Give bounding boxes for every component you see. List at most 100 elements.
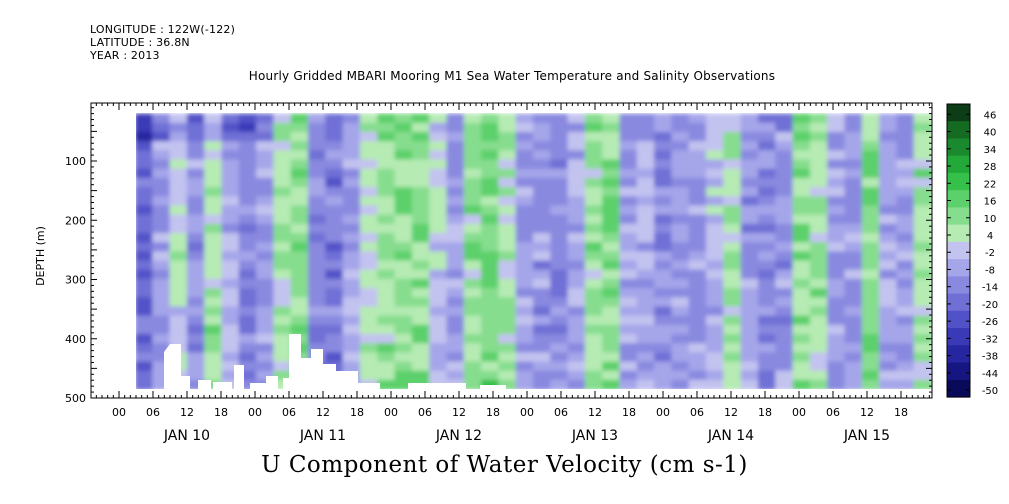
x-tick-label: 06 — [554, 406, 568, 419]
heatmap-cell — [446, 233, 466, 244]
heatmap-cell — [152, 177, 172, 189]
heatmap-cell — [688, 361, 708, 372]
heatmap-cell — [688, 205, 708, 216]
heatmap-cell — [654, 168, 674, 179]
heatmap-cell — [758, 306, 778, 317]
heatmap-cell — [619, 177, 639, 189]
heatmap-cell — [827, 187, 847, 198]
heatmap-cell — [377, 370, 397, 381]
heatmap-cell — [533, 214, 553, 225]
heatmap-cell — [879, 132, 899, 143]
heatmap-cell — [533, 324, 553, 335]
heatmap-cell — [429, 288, 449, 299]
heatmap-cell — [723, 141, 743, 152]
heatmap-cell — [809, 177, 830, 189]
heatmap-cell — [186, 233, 207, 244]
heatmap-cell — [186, 159, 207, 170]
heatmap-cell — [758, 159, 778, 170]
heatmap-cell — [204, 196, 224, 207]
heatmap-cell — [186, 352, 207, 363]
heatmap-cell — [861, 269, 882, 280]
heatmap-cell — [256, 122, 276, 133]
heatmap-cell — [550, 343, 570, 354]
heatmap-cell — [706, 177, 726, 189]
heatmap-cell — [256, 242, 276, 253]
heatmap-cell — [827, 168, 847, 179]
heatmap-cell — [636, 288, 657, 299]
heatmap-cell — [844, 122, 864, 133]
heatmap-cell — [136, 251, 155, 262]
heatmap-cell — [515, 150, 535, 161]
heatmap-cell — [706, 315, 726, 326]
heatmap-cell — [861, 214, 882, 225]
heatmap-cell — [152, 297, 172, 308]
heatmap-cell — [325, 297, 345, 308]
heatmap-cell — [342, 324, 362, 335]
heatmap-cell — [136, 315, 155, 326]
heatmap-cell — [308, 306, 328, 317]
heatmap-cell — [723, 343, 743, 354]
heatmap-cell — [169, 334, 189, 345]
heatmap-cell — [861, 177, 882, 189]
heatmap-cell — [706, 223, 726, 234]
heatmap-cell — [446, 113, 466, 124]
heatmap-cell — [671, 150, 691, 161]
heatmap-cell — [533, 297, 553, 308]
heatmap-cell — [758, 324, 778, 335]
heatmap-cell — [481, 278, 501, 290]
heatmap-cell — [584, 122, 605, 133]
heatmap-cell — [481, 214, 501, 225]
heatmap-cell — [723, 168, 743, 179]
heatmap-cell — [602, 379, 622, 389]
heatmap-cell — [740, 168, 760, 179]
heatmap-cell — [411, 343, 432, 354]
heatmap-cell — [740, 278, 760, 290]
heatmap-cell — [688, 334, 708, 345]
heatmap-cell — [360, 278, 380, 290]
heatmap-cell — [896, 150, 916, 161]
heatmap-cell — [809, 278, 830, 290]
heatmap-cell — [221, 297, 241, 308]
heatmap-cell — [896, 343, 916, 354]
heatmap-cell — [169, 187, 189, 198]
heatmap-cell — [723, 379, 743, 389]
heatmap-cell — [602, 269, 622, 280]
heatmap-cell — [325, 260, 345, 271]
heatmap-cell — [740, 251, 760, 262]
heatmap-cell — [290, 168, 310, 179]
heatmap-cell — [861, 260, 882, 271]
heatmap-cell — [238, 223, 259, 234]
heatmap-cell — [429, 196, 449, 207]
heatmap-cell — [273, 370, 293, 381]
heatmap-cell — [671, 233, 691, 244]
heatmap-cell — [136, 297, 155, 308]
heatmap-cell — [758, 205, 778, 216]
heatmap-cell — [377, 187, 397, 198]
heatmap-cell — [827, 233, 847, 244]
heatmap-cell — [221, 223, 241, 234]
heatmap-cell — [273, 196, 293, 207]
heatmap-cell — [879, 196, 899, 207]
heatmap-cell — [896, 269, 916, 280]
heatmap-cell — [186, 177, 207, 189]
heatmap-cell — [273, 343, 293, 354]
heatmap-cell — [498, 214, 518, 225]
heatmap-cell — [913, 343, 932, 354]
heatmap-cell — [602, 196, 622, 207]
heatmap-cell — [290, 269, 310, 280]
heatmap-cell — [671, 251, 691, 262]
heatmap-cell — [238, 159, 259, 170]
heatmap-cell — [567, 315, 587, 326]
heatmap-cell — [706, 150, 726, 161]
heatmap-cell — [481, 324, 501, 335]
heatmap-cell — [308, 251, 328, 262]
heatmap-cell — [758, 223, 778, 234]
heatmap-cell — [688, 159, 708, 170]
heatmap-cell — [792, 306, 812, 317]
heatmap-cell — [671, 334, 691, 345]
heatmap-cell — [515, 260, 535, 271]
heatmap-cell — [186, 187, 207, 198]
heatmap-cell — [515, 324, 535, 335]
heatmap-cell — [273, 361, 293, 372]
